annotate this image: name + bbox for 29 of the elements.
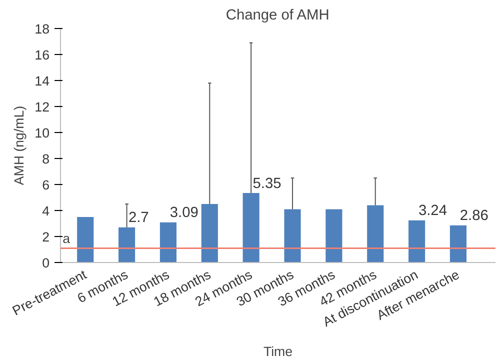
bar [160,222,176,262]
chart-title: Change of AMH [226,8,330,24]
bar [408,220,426,262]
y-tick-label: 2 [42,230,50,244]
x-axis-title: Time [263,344,293,360]
y-tick-label: 8 [42,152,50,166]
y-tick-label: 0 [42,256,50,270]
y-tick-label: 16 [34,48,50,62]
y-tick-label: 12 [34,100,50,114]
bar [326,209,342,262]
ref-line-label: a [62,231,71,246]
bar [201,204,218,262]
y-tick-label: 6 [42,178,50,192]
y-axis-title: AMH (ng/mL) [12,106,27,186]
bar [242,192,260,262]
data-label: 2.86 [460,208,488,224]
bar [284,209,301,262]
bar [77,217,94,262]
y-tick-label: 4 [42,204,50,218]
bar [367,205,384,262]
bar [118,227,136,262]
data-label: 3.24 [418,203,447,220]
data-label: 3.09 [170,205,198,222]
y-tick-label: 10 [34,126,50,140]
data-label: 2.7 [128,210,149,226]
data-label: 5.35 [252,176,282,192]
y-tick-label: 18 [34,22,50,36]
y-tick-label: 14 [34,74,50,88]
bar [450,225,466,262]
